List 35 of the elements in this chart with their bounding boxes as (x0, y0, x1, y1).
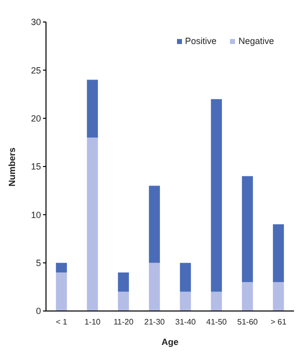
y-tick-label: 25 (30, 65, 41, 76)
bar (56, 272, 67, 311)
y-tick-label: 0 (36, 306, 41, 316)
bar (210, 99, 222, 292)
bar (180, 262, 191, 292)
bar (86, 138, 98, 311)
bar (118, 292, 129, 311)
x-tick-label: 51-60 (237, 318, 258, 327)
bar (242, 176, 253, 282)
bar (242, 282, 253, 311)
legend-label: Negative (237, 36, 274, 46)
bar (180, 292, 191, 311)
x-axis-title: Age (161, 337, 179, 347)
x-tick-label: 1-10 (84, 318, 102, 327)
x-tick-label: 31-40 (175, 318, 196, 327)
bar (272, 282, 284, 311)
y-tick-label: 15 (30, 162, 41, 172)
x-tick-label: 11-20 (114, 318, 134, 327)
x-tick-label: > 61 (270, 318, 287, 327)
bar (148, 262, 160, 311)
y-tick-label: 30 (30, 17, 41, 28)
y-axis-title: Numbers (7, 147, 18, 186)
y-tick-label: 10 (30, 210, 41, 220)
bar (118, 272, 129, 292)
bar (272, 224, 284, 282)
bar (148, 186, 160, 263)
bar (56, 262, 67, 272)
legend-label: Positive (184, 36, 216, 46)
bar (86, 80, 98, 138)
x-tick-label: 21-30 (144, 318, 166, 327)
x-tick-label: < 1 (56, 318, 68, 327)
bar (210, 292, 222, 311)
x-tick-label: 41-50 (206, 318, 228, 327)
y-tick-label: 20 (30, 114, 41, 124)
y-tick-label: 5 (36, 258, 41, 268)
